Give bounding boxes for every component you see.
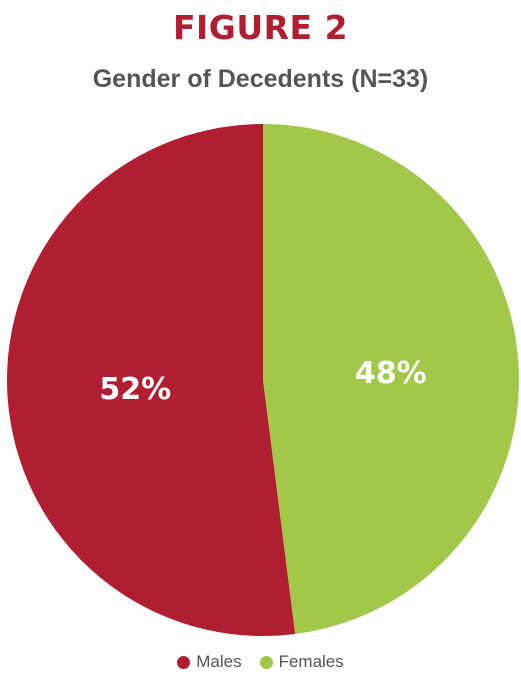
legend-swatch-males	[177, 655, 191, 669]
pie-chart: 48% 52%	[7, 124, 519, 636]
chart-title: Gender of Decedents (N=33)	[92, 65, 429, 93]
figure-label: FIGURE 2	[172, 8, 349, 47]
pie-slice-males	[7, 124, 296, 636]
pie-slice-labels: 48% 52%	[99, 356, 426, 407]
pie-label-males: 52%	[99, 372, 171, 407]
pie-slices	[7, 124, 519, 636]
legend-item-males: Males	[177, 652, 242, 672]
legend: Males Females	[0, 652, 521, 672]
legend-label-females: Females	[278, 652, 344, 671]
legend-item-females: Females	[259, 652, 344, 672]
legend-swatch-females	[259, 655, 273, 669]
legend-label-males: Males	[196, 652, 242, 671]
pie-slice-females	[263, 124, 519, 634]
pie-label-females: 48%	[355, 356, 427, 391]
